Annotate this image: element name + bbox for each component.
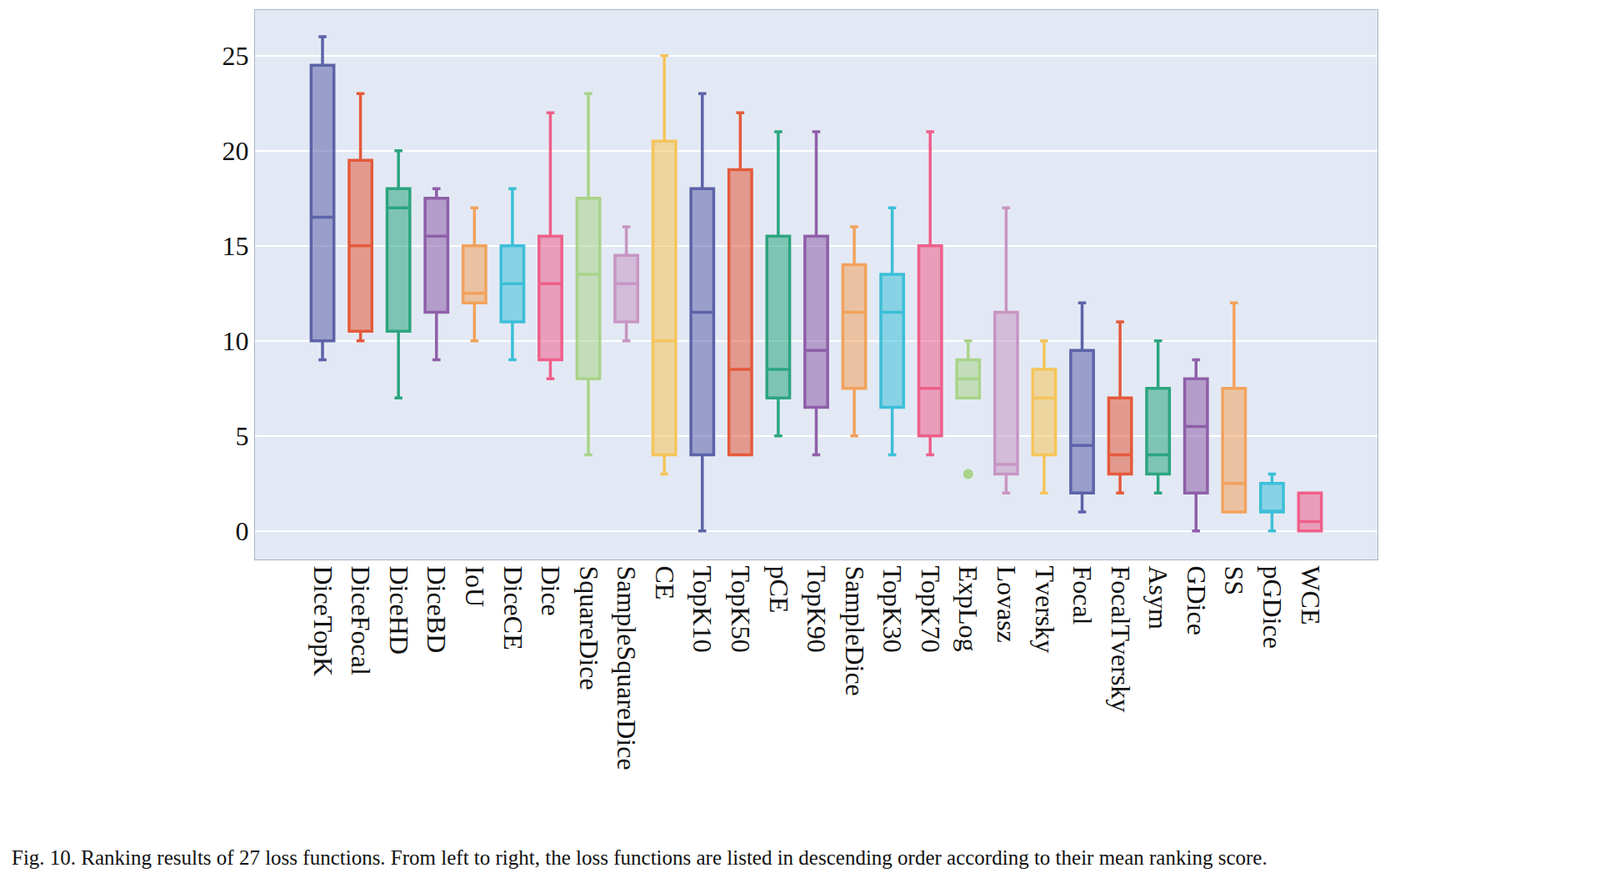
- svg-text:5: 5: [235, 420, 250, 451]
- svg-text:Dice: Dice: [535, 565, 566, 615]
- svg-text:SampleDice: SampleDice: [840, 565, 870, 695]
- svg-text:pCE: pCE: [764, 565, 795, 613]
- svg-text:IoU: IoU: [460, 565, 490, 607]
- svg-text:SampleSquareDice: SampleSquareDice: [611, 565, 642, 770]
- svg-text:DiceCE: DiceCE: [498, 565, 529, 650]
- svg-text:Lovasz: Lovasz: [991, 565, 1022, 642]
- svg-text:TopK30: TopK30: [877, 565, 908, 652]
- svg-text:TopK70: TopK70: [915, 565, 946, 652]
- svg-text:WCE: WCE: [1295, 565, 1326, 625]
- svg-text:10: 10: [222, 325, 250, 356]
- svg-text:20: 20: [222, 135, 250, 166]
- svg-text:Focal: Focal: [1067, 565, 1098, 625]
- svg-text:TopK90: TopK90: [801, 565, 832, 652]
- svg-text:TopK50: TopK50: [725, 565, 756, 652]
- svg-text:25: 25: [222, 40, 250, 71]
- svg-text:DiceHD: DiceHD: [384, 565, 415, 655]
- svg-text:DiceTopK: DiceTopK: [308, 565, 339, 676]
- svg-text:SS: SS: [1219, 565, 1250, 595]
- svg-text:pGDice: pGDice: [1257, 565, 1288, 649]
- svg-text:Asym: Asym: [1143, 565, 1174, 630]
- svg-text:15: 15: [222, 230, 250, 261]
- svg-text:Tversky: Tversky: [1030, 565, 1060, 653]
- svg-text:TopK10: TopK10: [687, 565, 718, 652]
- svg-text:SquareDice: SquareDice: [574, 565, 605, 690]
- svg-text:CE: CE: [650, 565, 680, 600]
- svg-text:DiceBD: DiceBD: [421, 565, 452, 653]
- svg-text:0: 0: [235, 515, 250, 546]
- svg-text:Fig. 10. Ranking results of 27: Fig. 10. Ranking results of 27 loss func…: [11, 845, 1268, 869]
- svg-text:DiceFocal: DiceFocal: [345, 565, 376, 675]
- svg-text:FocalTversky: FocalTversky: [1105, 565, 1136, 712]
- svg-text:GDice: GDice: [1181, 565, 1212, 635]
- svg-text:ExpLog: ExpLog: [953, 565, 984, 651]
